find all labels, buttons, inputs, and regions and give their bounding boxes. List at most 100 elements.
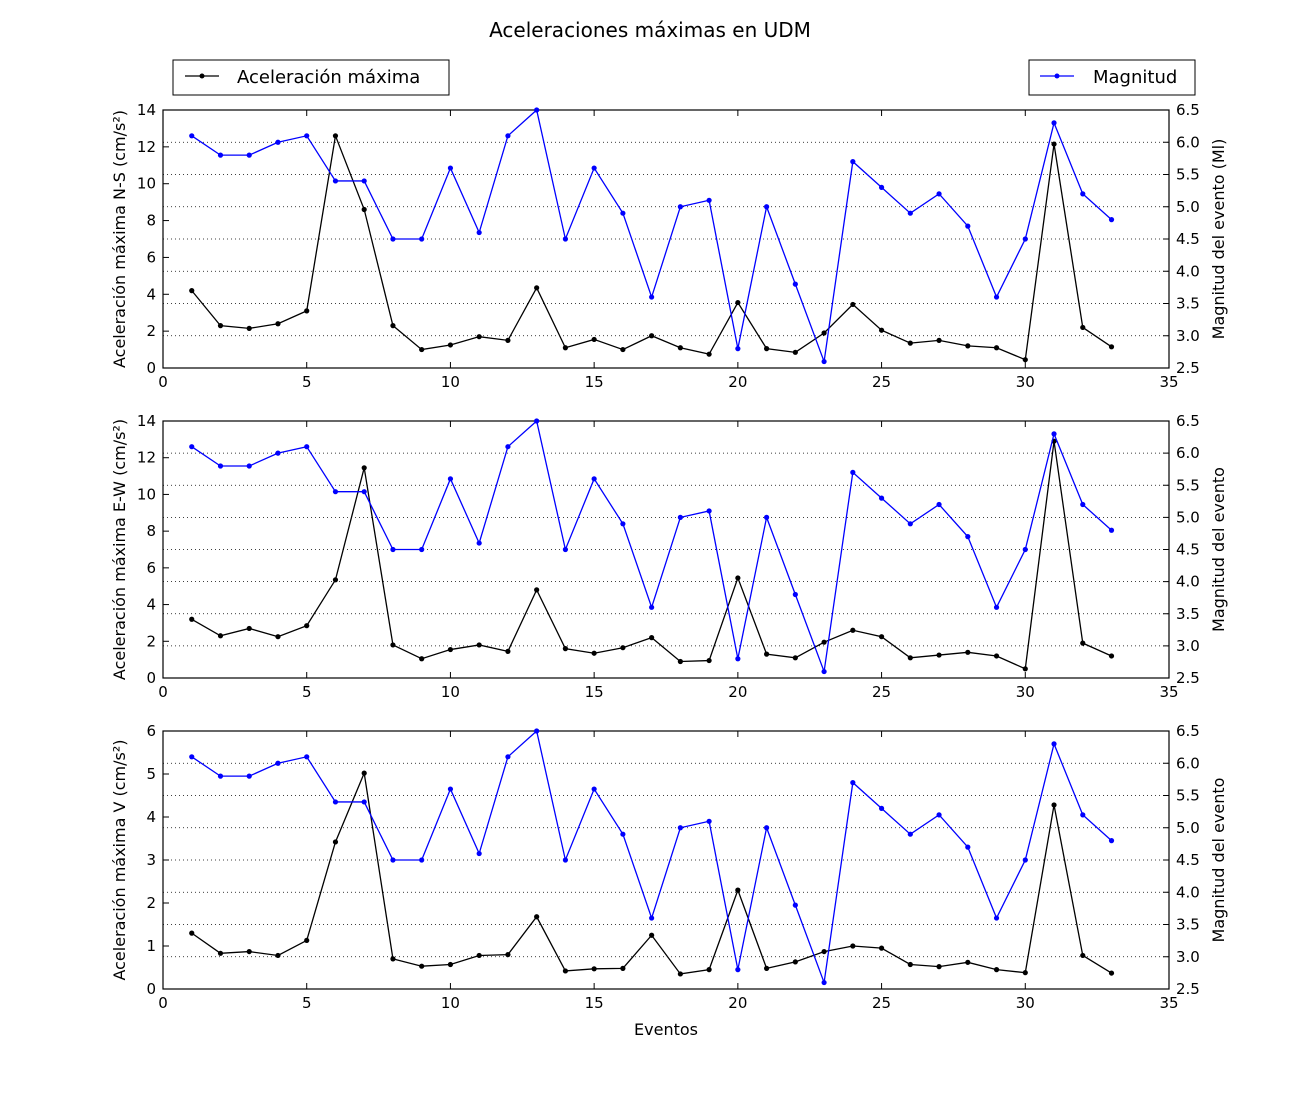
acceleration-point	[1022, 970, 1028, 976]
acceleration-point	[649, 333, 655, 339]
magnitude-point	[907, 831, 913, 837]
y2-tick-label: 4.5	[1176, 851, 1200, 869]
x-tick-label: 10	[441, 994, 460, 1012]
acceleration-point	[878, 327, 885, 333]
acceleration-point	[965, 343, 971, 349]
magnitude-point	[620, 521, 626, 527]
magnitude-point	[706, 197, 712, 203]
y-tick-label: 0	[146, 980, 156, 998]
x-tick-label: 5	[302, 373, 312, 391]
x-tick-label: 15	[585, 683, 604, 701]
legend-acceleration-marker	[199, 73, 205, 79]
magnitude-point	[390, 236, 396, 242]
acceleration-point	[907, 340, 913, 346]
acceleration-point	[246, 948, 252, 955]
acceleration-point	[764, 965, 770, 971]
magnitude-point	[821, 668, 827, 675]
magnitude-point	[1080, 191, 1086, 197]
x-tick-label: 25	[872, 373, 891, 391]
magnitude-point	[649, 294, 655, 300]
series-magnitude-line	[191, 108, 1112, 362]
y2-tick-label: 2.5	[1176, 359, 1200, 377]
acceleration-point	[505, 952, 511, 958]
y2-tick-label: 6.0	[1176, 754, 1200, 772]
y-tick-label: 12	[137, 138, 156, 156]
acceleration-point	[246, 325, 252, 331]
acceleration-point	[390, 323, 396, 329]
x-tick-label: 30	[1016, 373, 1035, 391]
x-tick-label: 20	[728, 994, 747, 1012]
acceleration-point	[361, 770, 367, 776]
acceleration-point	[764, 651, 770, 657]
magnitude-point	[390, 857, 396, 863]
acceleration-point	[332, 577, 339, 583]
acceleration-point	[275, 634, 281, 640]
panel-2: 0 5 10 15 20 25 30 35 0 2 4 6 8 10 12 14 2.5 3.0 3.5 4.0 4.5…	[110, 412, 1228, 701]
y2-tick-label: 3.5	[1176, 605, 1200, 623]
magnitude-point	[476, 540, 482, 546]
magnitude-point	[534, 728, 540, 734]
magnitude-point	[562, 546, 569, 553]
y2-axis-label: Magnitud del evento	[1209, 467, 1228, 632]
y2-tick-label: 5.5	[1176, 166, 1200, 184]
acceleration-point	[332, 133, 339, 139]
acceleration-point	[361, 465, 367, 471]
y2-axis-label: Magnitud del evento (Ml)	[1209, 139, 1228, 340]
acceleration-point	[562, 646, 569, 652]
magnitude-point	[620, 831, 626, 837]
y-tick-label: 5	[146, 765, 156, 783]
y2-tick-label: 5.0	[1176, 819, 1200, 837]
x-tick-label: 35	[1159, 994, 1178, 1012]
magnitude-point	[850, 159, 856, 165]
y-tick-label: 10	[137, 175, 156, 193]
y-tick-label: 3	[146, 851, 156, 869]
y2-tick-label: 5.0	[1176, 198, 1200, 216]
acceleration-point	[735, 575, 741, 581]
magnitude-point	[907, 521, 913, 527]
y-tick-label: 0	[146, 669, 156, 687]
magnitude-point	[189, 754, 195, 760]
magnitude-point	[1108, 217, 1115, 223]
magnitude-point	[476, 850, 482, 857]
acceleration-point	[505, 337, 511, 343]
magnitude-point	[735, 346, 741, 352]
acceleration-point	[936, 337, 942, 343]
magnitude-point	[591, 786, 597, 792]
x-tick-label: 10	[441, 373, 460, 391]
y-tick-label: 6	[146, 722, 156, 740]
acceleration-point	[1108, 653, 1115, 659]
magnitude-point	[332, 799, 339, 805]
magnitude-point	[1022, 857, 1028, 863]
acceleration-point	[677, 345, 683, 351]
y2-tick-label: 5.5	[1176, 476, 1200, 494]
acceleration-point	[390, 642, 396, 648]
acceleration-point	[1108, 970, 1115, 976]
y2-tick-label: 4.5	[1176, 541, 1200, 559]
acceleration-point	[591, 966, 597, 972]
acceleration-point	[878, 945, 885, 951]
acceleration-point	[850, 943, 856, 949]
magnitude-point	[505, 754, 511, 760]
acceleration-point	[591, 650, 597, 656]
acceleration-point	[505, 648, 511, 654]
acceleration-point	[792, 655, 798, 661]
acceleration-point	[620, 346, 626, 353]
panels: 0 5 10 15 20 25 30 35024681012142.53.03.54.04.5…	[110, 101, 1228, 1012]
magnitude-point	[562, 236, 569, 242]
acceleration-point	[217, 323, 224, 329]
magnitude-point	[217, 773, 224, 779]
magnitude-point	[361, 799, 367, 805]
magnitude-point	[878, 805, 885, 812]
y2-tick-label: 3.5	[1176, 916, 1200, 934]
x-tick-label: 10	[441, 683, 460, 701]
y-tick-label: 4	[146, 596, 156, 614]
y-tick-label: 14	[137, 412, 156, 430]
legend-magnitude: Magnitud	[1028, 59, 1196, 96]
acceleration-point	[275, 952, 281, 959]
x-tick-label: 35	[1159, 373, 1178, 391]
magnitude-point	[591, 165, 597, 171]
acceleration-point	[1051, 141, 1057, 147]
x-tick-label: 30	[1016, 683, 1035, 701]
panel-3: 0 5 10 15 20 25 30 35 0 1 2 3 4 5 6 2.5 3.0 3.5 4.0 4.5 5.0 5…	[110, 722, 1228, 1012]
x-tick-label: 5	[302, 683, 312, 701]
